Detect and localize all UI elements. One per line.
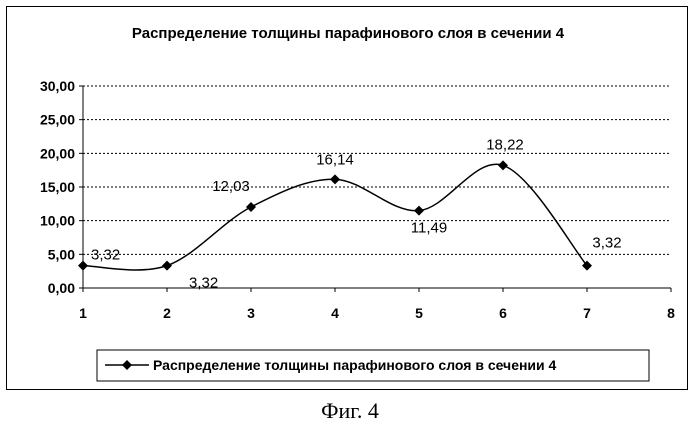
data-point-marker <box>162 261 172 271</box>
y-tick-label: 10,00 <box>40 213 75 229</box>
y-tick-label: 0,00 <box>48 280 75 296</box>
x-tick-label: 3 <box>247 305 255 321</box>
x-tick-label: 6 <box>499 305 507 321</box>
data-point-marker <box>78 261 88 271</box>
y-tick-label: 15,00 <box>40 179 75 195</box>
tick-labels: 0,00 5,00 10,00 15,00 20,00 25,00 30,00 1 2 3 4 5 6 7… <box>40 78 675 321</box>
data-label: 11,49 <box>411 220 447 237</box>
legend: Распределение толщины парафинового слоя … <box>97 350 649 381</box>
grid-lines <box>83 86 671 254</box>
data-label: 18,22 <box>486 136 524 153</box>
y-tick-label: 20,00 <box>40 145 75 161</box>
y-tick-label: 30,00 <box>40 78 75 94</box>
data-label: 12,03 <box>212 178 250 195</box>
x-tick-label: 2 <box>163 305 171 321</box>
data-point-marker <box>246 202 256 212</box>
y-tick-label: 25,00 <box>40 112 75 128</box>
x-tick-label: 8 <box>667 305 675 321</box>
x-tick-label: 7 <box>583 305 591 321</box>
legend-label: Распределение толщины парафинового слоя … <box>153 357 557 373</box>
data-point-marker <box>330 174 340 184</box>
chart-title: Распределение толщины парафинового слоя … <box>132 25 565 42</box>
chart-frame: Распределение толщины парафинового слоя … <box>6 6 688 390</box>
data-label: 3,32 <box>189 275 218 292</box>
data-label: 3,32 <box>91 247 120 264</box>
x-tick-label: 5 <box>415 305 423 321</box>
x-tick-label: 4 <box>331 305 339 321</box>
data-point-marker <box>498 160 508 170</box>
data-label: 16,14 <box>316 151 354 168</box>
figure-caption: Фиг. 4 <box>0 398 700 424</box>
line-chart: Распределение толщины парафинового слоя … <box>7 7 689 391</box>
data-label: 3,32 <box>592 235 621 252</box>
x-tick-label: 1 <box>79 305 87 321</box>
data-labels: 3,32 3,32 12,03 16,14 11,49 18,22 3,32 <box>91 136 622 291</box>
axes <box>79 86 671 292</box>
data-point-marker <box>414 206 424 216</box>
y-tick-label: 5,00 <box>48 246 75 262</box>
